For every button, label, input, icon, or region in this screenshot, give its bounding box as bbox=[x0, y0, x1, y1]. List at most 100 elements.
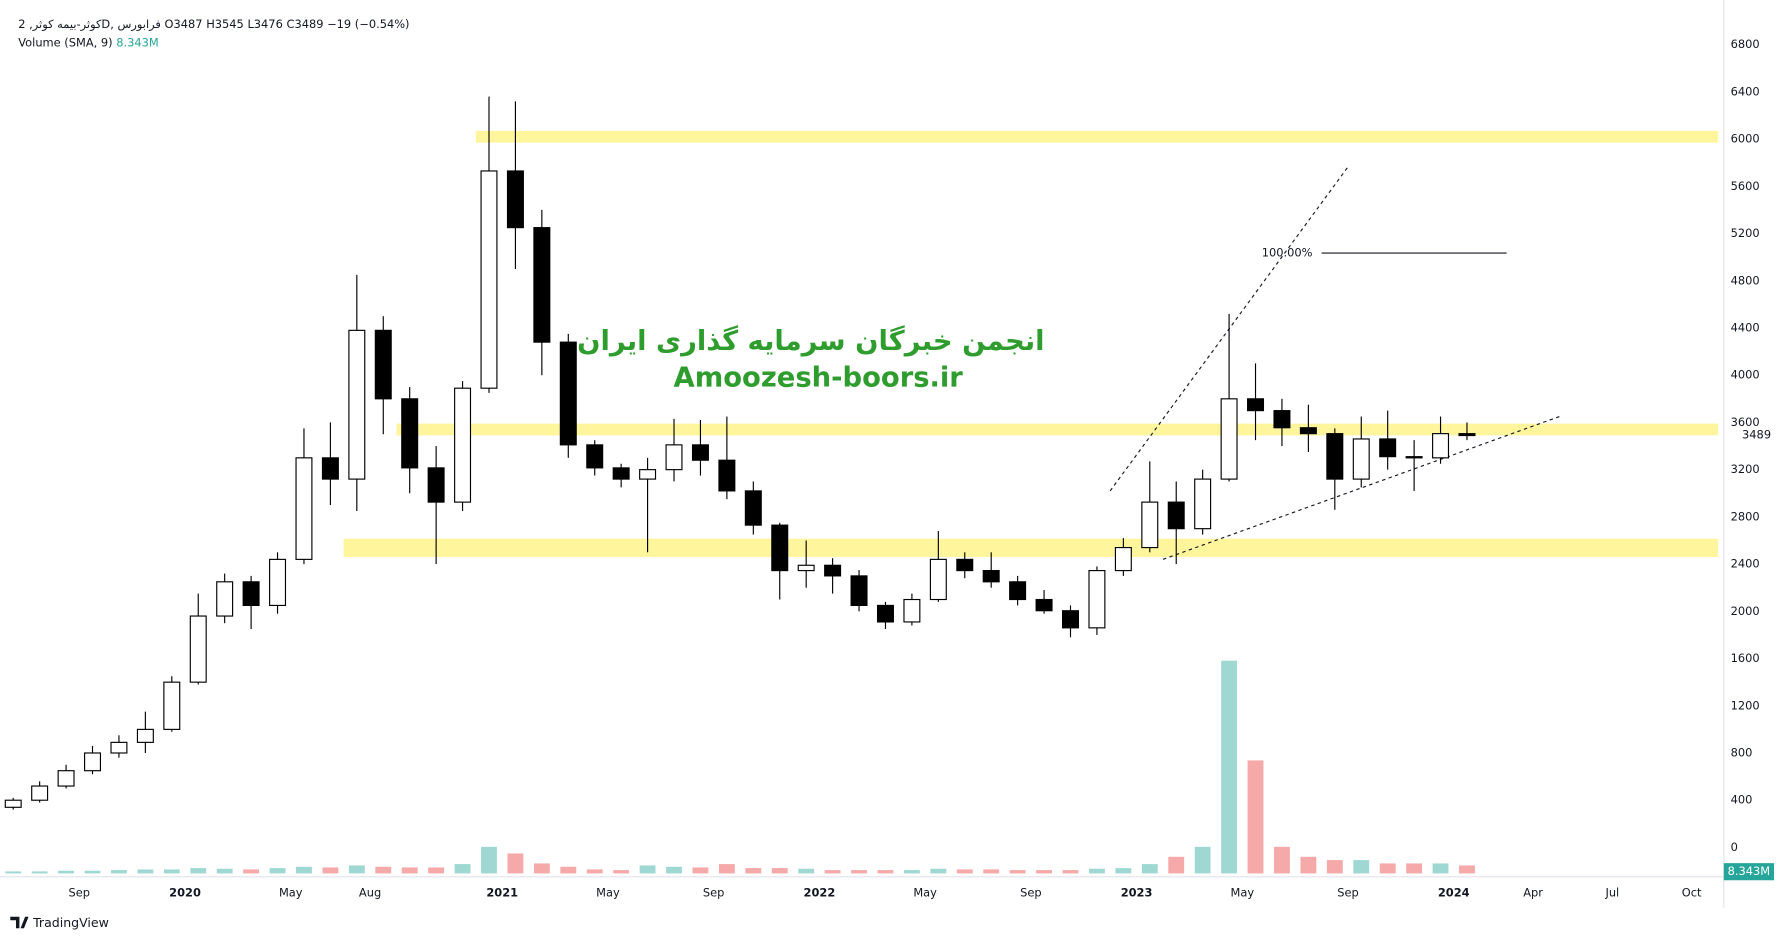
volume-bar bbox=[1379, 863, 1396, 874]
candle-body bbox=[559, 341, 577, 446]
y-tick-label: 2000 bbox=[1731, 604, 1760, 618]
watermark: Amoozesh-boors.ir bbox=[674, 363, 964, 394]
volume-bar bbox=[533, 863, 550, 874]
x-tick-label: Sep bbox=[1020, 885, 1041, 899]
volume-title: Volume (SMA, 9) bbox=[18, 35, 112, 49]
volume-bar bbox=[824, 870, 841, 874]
candle-body bbox=[1194, 478, 1212, 530]
volume-bar bbox=[507, 853, 524, 874]
volume-bar bbox=[31, 871, 48, 874]
x-tick-label: 2024 bbox=[1438, 885, 1470, 899]
volume-badge-label: 8.343M bbox=[1728, 864, 1771, 878]
candle-body bbox=[189, 615, 207, 683]
candle-body bbox=[348, 329, 366, 480]
volume-bar bbox=[1406, 863, 1423, 874]
candle-body bbox=[956, 558, 974, 572]
volume-bar bbox=[613, 870, 630, 874]
candle-body bbox=[295, 457, 313, 560]
volume-bar bbox=[190, 868, 207, 874]
candle-body bbox=[163, 681, 181, 730]
candle-body bbox=[1326, 433, 1344, 480]
candle-body bbox=[691, 444, 709, 461]
volume-bar bbox=[428, 867, 445, 874]
volume-bar bbox=[1036, 870, 1052, 874]
volume-bar bbox=[5, 871, 22, 874]
volume-badge bbox=[1723, 863, 1775, 881]
volume-bar bbox=[1221, 660, 1238, 874]
volume-bar bbox=[1353, 860, 1370, 874]
candle-body bbox=[639, 469, 657, 480]
candle-body bbox=[982, 570, 1000, 583]
legend-row: کوثر-بیمه کوثر, 2D, فرابورس O3487 H3545 … bbox=[18, 17, 409, 32]
volume-bar bbox=[454, 864, 471, 874]
candle-body bbox=[1009, 581, 1027, 601]
volume-bar bbox=[58, 870, 75, 874]
y-tick-label: 4800 bbox=[1731, 273, 1760, 287]
volume-bar bbox=[851, 870, 867, 874]
candle-body bbox=[1035, 598, 1053, 612]
candle-body bbox=[31, 785, 49, 801]
candle-body bbox=[321, 457, 339, 480]
candle-body bbox=[1247, 398, 1265, 412]
y-tick-label: 800 bbox=[1731, 745, 1753, 759]
volume-bar bbox=[269, 868, 286, 874]
x-tick-label: 2023 bbox=[1121, 885, 1153, 899]
y-tick-label: 6000 bbox=[1731, 132, 1760, 146]
brand: TradingView bbox=[32, 915, 109, 930]
candle-body bbox=[480, 170, 498, 389]
y-tick-label: 6400 bbox=[1731, 84, 1760, 98]
volume-bar bbox=[586, 869, 603, 874]
volume-bar bbox=[1300, 856, 1317, 874]
candle-body bbox=[533, 227, 551, 343]
candle-body bbox=[1141, 501, 1159, 549]
y-tick-label: 2800 bbox=[1731, 509, 1760, 523]
candle-body bbox=[744, 490, 762, 526]
x-tick-label: Sep bbox=[1337, 885, 1359, 899]
plot: 100.00% bbox=[4, 96, 1719, 874]
volume-bar bbox=[163, 869, 180, 874]
candle-body bbox=[242, 581, 260, 606]
y-tick-label: 1600 bbox=[1731, 651, 1760, 665]
candle-body bbox=[136, 728, 154, 743]
y-tick-label: 5600 bbox=[1731, 179, 1760, 193]
l-label: L bbox=[247, 17, 254, 31]
volume-row: Volume (SMA, 9) 8.343M bbox=[18, 35, 158, 49]
y-tick-label: 5200 bbox=[1731, 226, 1760, 240]
volume-bar bbox=[877, 870, 894, 874]
volume-bar bbox=[639, 865, 656, 874]
volume-bar bbox=[243, 869, 260, 874]
candle-body bbox=[1167, 501, 1185, 530]
y-tick-label: 4400 bbox=[1731, 320, 1760, 334]
volume-bar bbox=[903, 870, 920, 874]
candle-body bbox=[876, 604, 894, 623]
y-tick-label: 0 bbox=[1731, 840, 1738, 854]
x-tick-label: Sep bbox=[69, 885, 90, 899]
zone bbox=[396, 423, 1719, 436]
zone bbox=[343, 538, 1719, 558]
candle-body bbox=[929, 558, 947, 601]
volume-bar bbox=[322, 867, 339, 874]
volume-bar bbox=[560, 866, 577, 874]
zone bbox=[475, 130, 1719, 143]
volume-bar bbox=[216, 868, 233, 874]
y-tick-label: 1200 bbox=[1731, 698, 1760, 712]
x-tick-label: May bbox=[913, 885, 937, 899]
candle-body bbox=[269, 558, 287, 606]
fib-label: 100.00% bbox=[1262, 246, 1313, 260]
candle-body bbox=[850, 575, 868, 606]
volume-bar bbox=[137, 869, 154, 874]
candle-body bbox=[1352, 438, 1370, 480]
candle-body bbox=[824, 564, 842, 577]
y-tick-label: 2400 bbox=[1731, 557, 1760, 571]
volume-bar bbox=[1088, 868, 1105, 874]
volume-bar bbox=[1009, 870, 1026, 874]
volume-bar bbox=[930, 868, 947, 874]
candle-body bbox=[110, 741, 128, 754]
h-label: H bbox=[206, 17, 215, 31]
volume-bar bbox=[1432, 863, 1449, 874]
volume-bar bbox=[745, 868, 762, 874]
candle-body bbox=[797, 564, 815, 572]
x-tick-label: May bbox=[596, 885, 620, 899]
candle-body bbox=[1299, 427, 1317, 435]
